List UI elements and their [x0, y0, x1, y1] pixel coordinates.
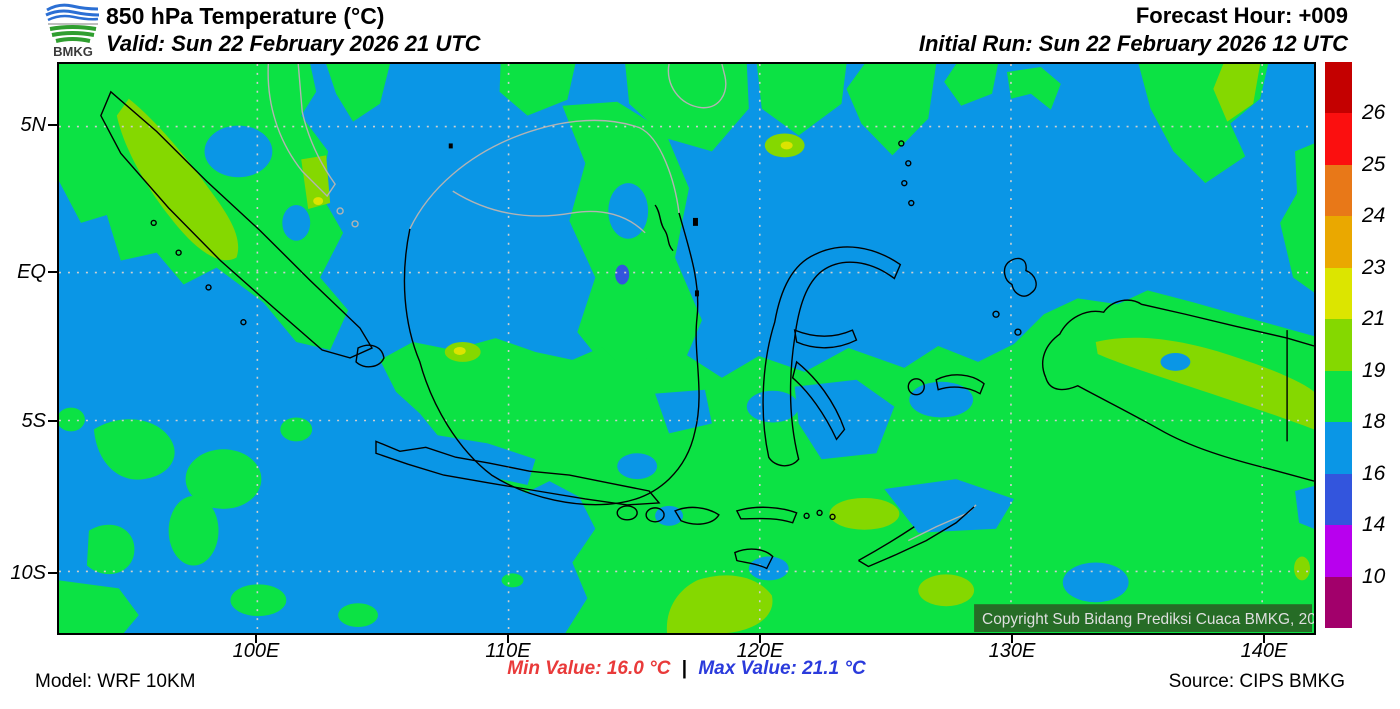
initial-run: Initial Run: Sun 22 February 2026 12 UTC — [918, 31, 1348, 56]
colorbar-segment — [1325, 370, 1352, 423]
lat-label-10s: 10S — [10, 562, 46, 584]
darkblue-temp-spot — [615, 264, 630, 285]
colorbar-label: 23 — [1362, 256, 1386, 279]
forecast-hour: Forecast Hour: +009 — [1135, 3, 1348, 28]
valid-time: Valid: Sun 22 February 2026 21 UTC — [106, 31, 481, 56]
lon-tick — [507, 635, 509, 643]
lat-tick — [48, 124, 57, 126]
lon-tick — [255, 635, 257, 643]
lon-tick — [759, 635, 761, 643]
lon-label-100e: 100E — [232, 640, 280, 662]
colorbar-segment — [1325, 113, 1352, 165]
colorbar-label: 21 — [1362, 307, 1386, 330]
bmkg-logo-text: BMKG — [53, 44, 93, 59]
colorbar-segment — [1325, 319, 1352, 371]
colorbar-label: 25 — [1362, 153, 1386, 176]
colorbar-label: 10 — [1362, 565, 1386, 588]
lat-tick — [48, 572, 57, 574]
temperature-map-canvas: Copyright Sub Bidang Prediksi Cuaca BMKG… — [59, 64, 1314, 633]
green-temp-regions — [59, 64, 1314, 633]
colorbar-label: 24 — [1362, 204, 1386, 227]
blue-holes — [204, 125, 1314, 603]
lon-label-110e: 110E — [485, 640, 531, 662]
bmkg-logo: BMKG — [45, 3, 100, 59]
colorbar-segment — [1325, 422, 1352, 474]
lon-label-120e: 120E — [736, 640, 784, 662]
colorbar-label: 16 — [1362, 462, 1386, 485]
lon-tick — [1011, 635, 1013, 643]
minmax-separator: | — [681, 658, 688, 679]
model-label: Model: WRF 10KM — [35, 671, 196, 692]
colorbar-label: 19 — [1362, 359, 1386, 382]
terrain-marks — [448, 143, 699, 297]
colorbar-segment — [1325, 267, 1352, 320]
temperature-map: Copyright Sub Bidang Prediksi Cuaca BMKG… — [57, 62, 1316, 635]
source-label: Source: CIPS BMKG — [1168, 671, 1345, 692]
colorbar-label: 26 — [1362, 101, 1386, 124]
colorbar-segment — [1325, 525, 1352, 577]
colorbar-segment — [1325, 62, 1352, 114]
colorbar-segment — [1325, 473, 1352, 526]
copyright-overlay: Copyright Sub Bidang Prediksi Cuaca BMKG… — [974, 604, 1314, 633]
lat-tick — [48, 271, 57, 273]
lon-label-140e: 140E — [1240, 640, 1288, 662]
lat-tick — [48, 420, 57, 422]
minmax-values: Min Value: 16.0 °C | Max Value: 21.1 °C — [57, 658, 1316, 680]
colorbar-label: 14 — [1362, 513, 1386, 536]
graticule — [59, 64, 1314, 633]
yellow-temp-spots — [313, 141, 793, 355]
lat-label-5n: 5N — [20, 114, 46, 136]
copyright-text: Copyright Sub Bidang Prediksi Cuaca BMKG… — [982, 611, 1314, 628]
lat-label-5s: 5S — [21, 410, 46, 432]
colorbar-label: 18 — [1362, 410, 1386, 433]
lat-label-eq: EQ — [17, 261, 46, 283]
colorbar-segment — [1325, 576, 1352, 628]
lon-label-130e: 130E — [988, 640, 1036, 662]
gray-coastlines — [267, 64, 977, 542]
colorbar-segment — [1325, 216, 1352, 268]
temperature-colorbar — [1325, 62, 1352, 628]
page-title: 850 hPa Temperature (°C) — [106, 3, 385, 29]
max-value: Max Value: 21.1 °C — [698, 658, 866, 679]
black-coastlines — [100, 90, 1314, 570]
copyright-box — [974, 604, 1313, 633]
lon-tick — [1263, 635, 1265, 643]
lime-temp-regions — [116, 64, 1314, 633]
colorbar-segment — [1325, 164, 1352, 217]
min-value: Min Value: 16.0 °C — [507, 658, 671, 679]
